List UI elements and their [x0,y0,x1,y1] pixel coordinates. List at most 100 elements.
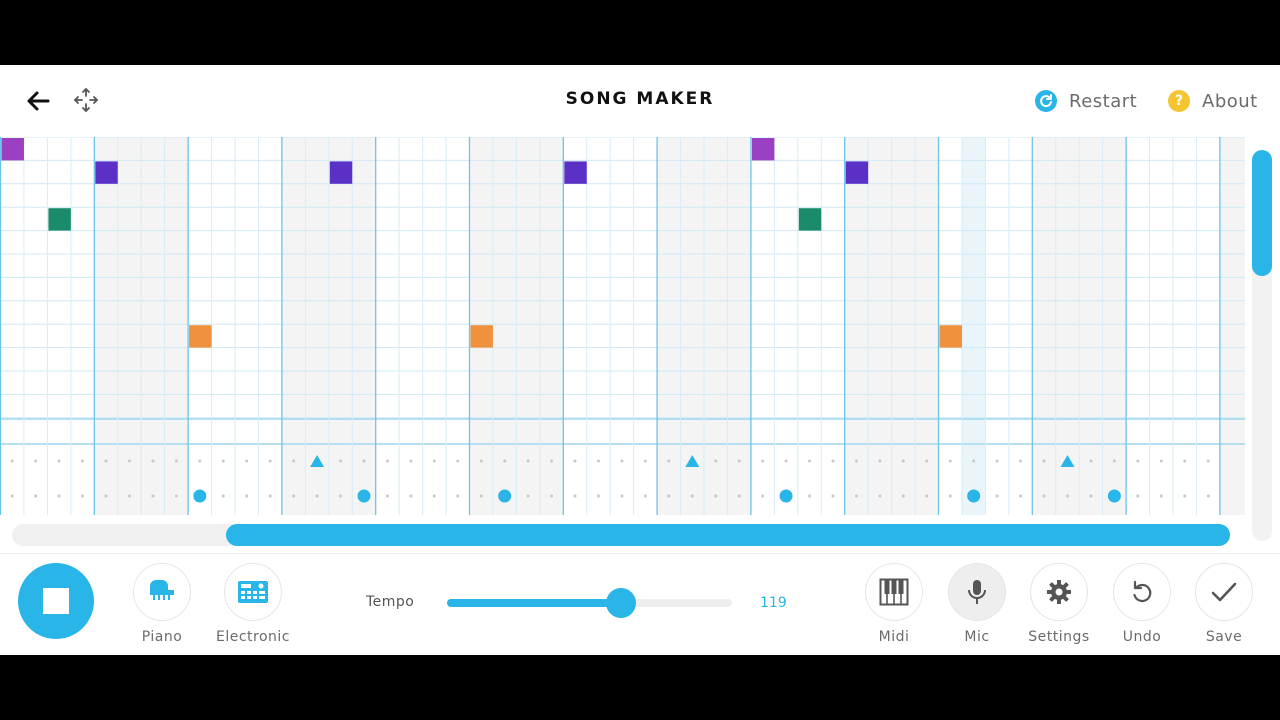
empty-step-dot [1065,494,1069,498]
electronic-instrument-button[interactable]: Electronic [208,563,298,645]
empty-step-dot [878,459,882,463]
piano-instrument-button[interactable]: Piano [117,563,207,645]
empty-step-dot [10,494,14,498]
empty-step-dot [596,494,600,498]
checkmark-icon [1195,563,1253,621]
empty-step-dot [667,494,671,498]
melody-note [470,325,493,348]
empty-step-dot [385,459,389,463]
empty-step-dot [737,459,741,463]
empty-step-dot [573,494,577,498]
tempo-value: 119 [760,595,787,611]
vertical-scroll-thumb[interactable] [1252,150,1272,276]
empty-step-dot [221,494,225,498]
percussion-circle-note [1107,489,1121,503]
restart-label: Restart [1069,90,1138,112]
midi-label: Midi [878,629,910,645]
save-button[interactable]: Save [1179,563,1269,645]
empty-step-dot [81,459,85,463]
empty-step-dot [1206,494,1210,498]
horizontal-scroll-thumb[interactable] [226,524,1230,546]
restart-button[interactable]: Restart [1035,87,1137,115]
gear-icon [1030,563,1088,621]
empty-step-dot [948,494,952,498]
bar-shade [1219,137,1280,515]
empty-step-dot [268,494,272,498]
empty-step-dot [292,459,296,463]
undo-button[interactable]: Undo [1097,563,1187,645]
melody-note [798,208,822,231]
empty-step-dot [479,494,483,498]
empty-step-dot [127,459,131,463]
empty-step-dot [831,494,835,498]
empty-step-dot [1183,494,1187,498]
empty-step-dot [901,494,905,498]
settings-button[interactable]: Settings [1014,563,1104,645]
empty-step-dot [479,459,483,463]
empty-step-dot [221,459,225,463]
note-grid[interactable] [0,136,1280,515]
undo-icon [1113,563,1171,621]
empty-step-dot [456,459,460,463]
empty-step-dot [714,459,718,463]
empty-step-dot [1136,494,1140,498]
percussion-circle-note [498,489,512,503]
melody-note [95,161,118,184]
undo-label: Undo [1122,629,1162,645]
move-arrows-icon[interactable] [71,85,101,115]
refresh-icon [1035,90,1057,112]
mic-button[interactable]: Mic [932,563,1022,645]
empty-step-dot [808,459,812,463]
empty-step-dot [503,459,507,463]
back-arrow-icon[interactable] [24,87,52,115]
vertical-scrollbar[interactable] [1252,150,1272,541]
stop-button[interactable] [18,563,94,639]
empty-step-dot [995,459,999,463]
empty-step-dot [1206,459,1210,463]
empty-step-dot [737,494,741,498]
electronic-label: Electronic [215,629,290,645]
empty-step-dot [385,494,389,498]
horizontal-scrollbar[interactable] [12,524,1230,546]
empty-step-dot [1042,459,1046,463]
percussion-circle-note [967,489,981,503]
empty-step-dot [151,494,155,498]
mic-label: Mic [964,629,990,645]
empty-step-dot [526,494,530,498]
midi-button[interactable]: Midi [849,563,939,645]
empty-step-dot [1042,494,1046,498]
empty-step-dot [432,459,436,463]
about-button[interactable]: ? About [1168,87,1258,115]
empty-step-dot [174,459,178,463]
empty-step-dot [174,494,178,498]
empty-step-dot [714,494,718,498]
tempo-slider[interactable] [447,588,732,618]
note-grid-canvas[interactable] [0,136,1280,515]
empty-step-dot [245,459,249,463]
empty-step-dot [268,459,272,463]
empty-step-dot [34,459,38,463]
page-title: SONG MAKER [565,89,715,109]
melody-note [189,325,212,348]
playhead-column [961,137,986,515]
empty-step-dot [1159,494,1163,498]
empty-step-dot [550,459,554,463]
empty-step-dot [761,459,765,463]
empty-step-dot [127,494,131,498]
tempo-slider-fill [447,599,621,607]
stop-icon [43,588,69,614]
empty-step-dot [995,494,999,498]
save-label: Save [1205,629,1243,645]
percussion-triangle-note [1060,455,1075,467]
empty-step-dot [456,494,460,498]
settings-label: Settings [1028,629,1090,645]
piano-label: Piano [141,629,183,645]
melody-note [564,161,587,184]
empty-step-dot [1019,494,1023,498]
empty-step-dot [57,494,61,498]
empty-step-dot [573,459,577,463]
empty-step-dot [339,459,343,463]
empty-step-dot [854,494,858,498]
empty-step-dot [292,494,296,498]
tempo-slider-knob[interactable] [605,588,636,618]
